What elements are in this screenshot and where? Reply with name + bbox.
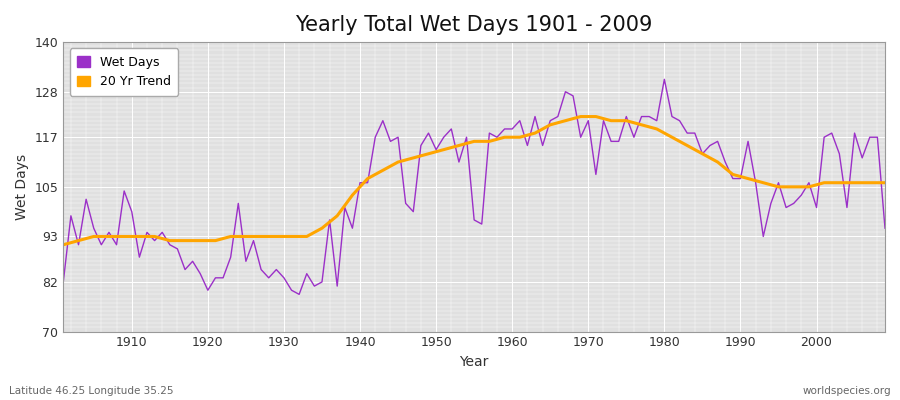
20 Yr Trend: [149, 234, 160, 239]
20 Yr Trend: [58, 242, 68, 247]
Wet Days: [119, 188, 130, 193]
20 Yr Trend: [362, 176, 373, 181]
Wet Days: [339, 205, 350, 210]
Wet Days: [293, 292, 304, 297]
Y-axis label: Wet Days: Wet Days: [15, 154, 29, 220]
Wet Days: [606, 139, 616, 144]
20 Yr Trend: [879, 180, 890, 185]
20 Yr Trend: [256, 234, 266, 239]
Title: Yearly Total Wet Days 1901 - 2009: Yearly Total Wet Days 1901 - 2009: [295, 15, 652, 35]
Wet Days: [58, 280, 68, 284]
Line: 20 Yr Trend: 20 Yr Trend: [63, 116, 885, 245]
20 Yr Trend: [864, 180, 875, 185]
Wet Days: [286, 288, 297, 293]
Text: worldspecies.org: worldspecies.org: [803, 386, 891, 396]
Legend: Wet Days, 20 Yr Trend: Wet Days, 20 Yr Trend: [69, 48, 178, 96]
20 Yr Trend: [575, 114, 586, 119]
Wet Days: [507, 126, 517, 131]
Text: Latitude 46.25 Longitude 35.25: Latitude 46.25 Longitude 35.25: [9, 386, 174, 396]
20 Yr Trend: [804, 184, 814, 189]
X-axis label: Year: Year: [460, 355, 489, 369]
Wet Days: [879, 226, 890, 231]
20 Yr Trend: [210, 238, 220, 243]
Line: Wet Days: Wet Days: [63, 79, 885, 294]
Wet Days: [515, 118, 526, 123]
Wet Days: [659, 77, 670, 82]
